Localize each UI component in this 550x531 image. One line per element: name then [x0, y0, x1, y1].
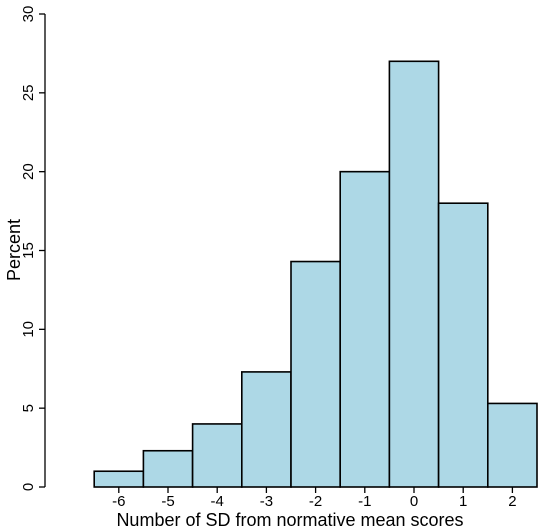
y-tick-label: 25 [20, 84, 37, 101]
y-tick-label: 15 [20, 242, 37, 259]
histogram-bar [290, 260, 342, 488]
x-tick-label: -4 [211, 493, 224, 510]
y-ticks-group: 0 5 10 15 20 25 30 [20, 6, 45, 491]
y-tick-label: 5 [20, 404, 37, 412]
x-tick-label: -5 [161, 493, 174, 510]
histogram-bar [388, 60, 440, 488]
histogram-bar [191, 423, 243, 488]
x-tick-label: 2 [508, 493, 516, 510]
x-tick-label: -6 [112, 493, 125, 510]
histogram-bar [142, 449, 194, 488]
y-tick-label: 20 [20, 163, 37, 180]
histogram-bar [93, 470, 145, 488]
bars-group [93, 60, 538, 488]
y-tick-label: 0 [20, 483, 37, 491]
y-tick-label: 10 [20, 321, 37, 338]
x-tick-label: 0 [410, 493, 418, 510]
x-tick-label: -3 [260, 493, 273, 510]
x-tick-label: -2 [309, 493, 322, 510]
histogram-bar [241, 371, 292, 488]
x-tick-label: 1 [459, 493, 467, 510]
y-tick-label: 30 [20, 6, 37, 23]
x-ticks-group: -6 -5 -4 -3 -2 -1 0 1 2 [112, 487, 517, 510]
y-axis-title: Percent [4, 219, 24, 281]
histogram-bar [486, 402, 538, 488]
histogram-bar [437, 202, 489, 488]
histogram-bar [339, 170, 391, 488]
x-axis-title: Number of SD from normative mean scores [116, 510, 463, 530]
x-tick-label: -1 [358, 493, 371, 510]
